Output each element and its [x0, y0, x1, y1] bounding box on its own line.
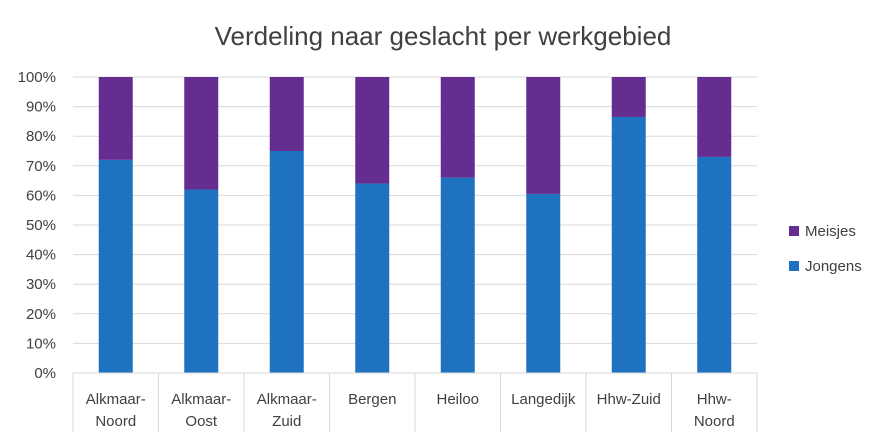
chart-title: Verdeling naar geslacht per werkgebied — [215, 21, 672, 51]
y-tick-label: 10% — [26, 335, 56, 352]
x-category-label: Noord — [694, 413, 735, 430]
bar-meisjes — [269, 77, 304, 151]
y-tick-label: 70% — [26, 158, 56, 175]
legend-swatch — [789, 261, 799, 271]
bar-meisjes — [611, 77, 646, 117]
bar-jongens — [184, 189, 219, 373]
y-tick-label: 50% — [26, 217, 56, 234]
legend-swatch — [789, 226, 799, 236]
bars — [98, 77, 732, 374]
y-tick-label: 0% — [34, 365, 56, 382]
y-tick-label: 20% — [26, 306, 56, 323]
x-category-label: Hhw-Zuid — [597, 391, 661, 408]
x-category-label: Hhw- — [697, 391, 732, 408]
bar-jongens — [98, 159, 133, 373]
bar-meisjes — [697, 77, 732, 157]
bar-jongens — [697, 156, 732, 373]
x-axis: Alkmaar- Noord Alkmaar- Oost Alkmaar- Zuid Ber… — [72, 372, 758, 432]
bar-meisjes — [184, 77, 219, 190]
bar-jongens — [611, 116, 646, 374]
bar-meisjes — [440, 77, 475, 178]
y-axis-ticks: 0% 10% 20% 30% 40% 50% 60% 70% 80% 90% 100% — [18, 69, 56, 382]
x-category-label: Noord — [95, 413, 136, 430]
legend: Meisjes Jongens — [789, 223, 862, 275]
y-tick-label: 40% — [26, 247, 56, 264]
x-category-label: Alkmaar- — [86, 391, 146, 408]
bar-meisjes — [526, 77, 561, 194]
x-category-label: Zuid — [272, 413, 301, 430]
x-category-label: Langedijk — [511, 391, 576, 408]
y-tick-label: 30% — [26, 276, 56, 293]
bar-jongens — [355, 183, 390, 373]
gridlines — [73, 76, 757, 374]
bar-meisjes — [355, 77, 390, 184]
x-category-label: Heiloo — [436, 391, 479, 408]
x-category-label: Oost — [185, 413, 218, 430]
x-category-label: Alkmaar- — [171, 391, 231, 408]
bar-jongens — [526, 193, 561, 373]
y-tick-label: 90% — [26, 99, 56, 116]
x-category-label: Alkmaar- — [257, 391, 317, 408]
bar-jongens — [269, 151, 304, 373]
legend-label: Jongens — [805, 258, 862, 275]
legend-label: Meisjes — [805, 223, 856, 240]
x-category-label: Bergen — [348, 391, 396, 408]
y-tick-label: 80% — [26, 128, 56, 145]
bar-jongens — [440, 177, 475, 373]
y-tick-label: 100% — [18, 69, 56, 86]
y-tick-label: 60% — [26, 187, 56, 204]
bar-meisjes — [98, 77, 133, 160]
